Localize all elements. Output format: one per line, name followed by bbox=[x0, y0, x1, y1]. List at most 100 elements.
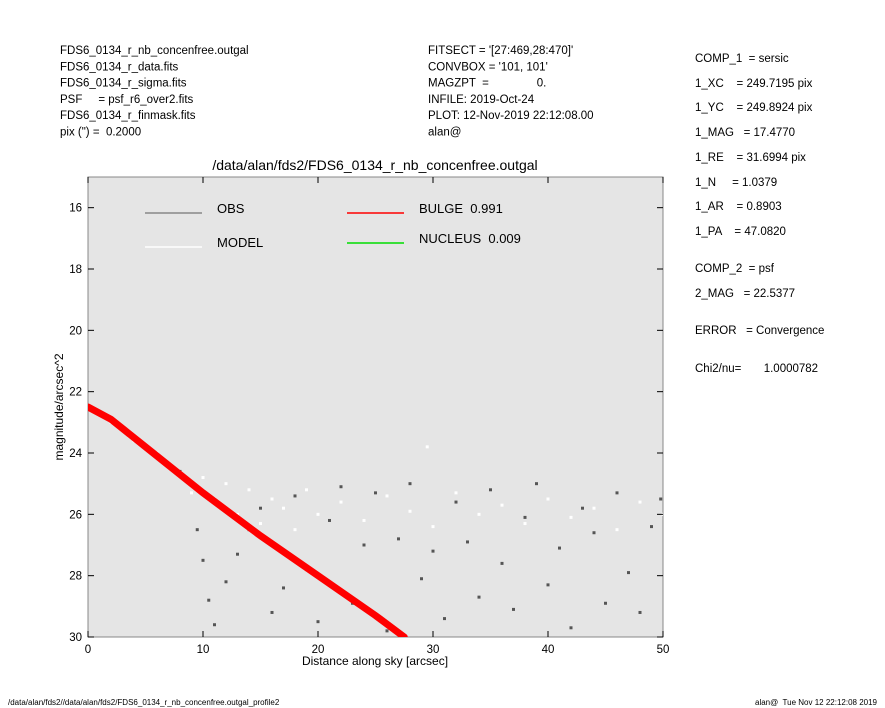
chart-title: /data/alan/fds2/FDS6_0134_r_nb_concenfre… bbox=[212, 157, 537, 173]
fit-parameter: 1_MAG = 17.4770 bbox=[695, 127, 795, 139]
data-point bbox=[224, 482, 228, 486]
data-point bbox=[420, 577, 423, 581]
data-point bbox=[443, 617, 446, 621]
footer-text: /data/alan/fds2//data/alan/fds2/FDS6_013… bbox=[8, 698, 280, 707]
data-point bbox=[362, 518, 366, 522]
header-text: FDS6_0134_r_nb_concenfree.outgal bbox=[60, 45, 249, 57]
fit-parameter: Chi2/nu= 1.0000782 bbox=[695, 363, 818, 375]
data-point bbox=[316, 620, 320, 624]
x-axis-label: Distance along sky [arcsec] bbox=[302, 654, 448, 668]
data-point bbox=[224, 580, 228, 584]
data-point bbox=[581, 506, 584, 510]
data-point bbox=[293, 528, 297, 532]
model-band bbox=[88, 403, 408, 637]
data-point bbox=[454, 500, 458, 504]
data-point bbox=[374, 491, 377, 495]
data-point bbox=[190, 491, 193, 495]
data-point bbox=[247, 488, 251, 492]
data-point bbox=[362, 543, 366, 547]
header-text: alan@ bbox=[428, 127, 461, 139]
x-tick-label: 30 bbox=[427, 644, 440, 656]
data-point bbox=[195, 528, 199, 532]
fit-parameter: ERROR = Convergence bbox=[695, 325, 824, 337]
data-point bbox=[259, 506, 262, 510]
data-point bbox=[604, 601, 607, 605]
header-text: FDS6_0134_r_data.fits bbox=[60, 61, 179, 73]
x-tick-label: 40 bbox=[542, 644, 555, 656]
data-point bbox=[385, 494, 389, 498]
data-point bbox=[489, 488, 492, 492]
data-point bbox=[425, 445, 429, 449]
header-text: PSF = psf_r6_over2.fits bbox=[60, 94, 194, 106]
data-point bbox=[477, 512, 481, 516]
data-point bbox=[659, 497, 663, 501]
header-text: pix (") = 0.2000 bbox=[60, 127, 141, 139]
fit-parameter: 2_MAG = 22.5377 bbox=[695, 288, 795, 300]
data-point bbox=[638, 610, 642, 614]
data-point bbox=[201, 476, 205, 480]
data-point bbox=[569, 626, 573, 630]
y-tick-label: 22 bbox=[69, 387, 82, 399]
data-point bbox=[293, 494, 297, 498]
data-point bbox=[615, 491, 619, 495]
y-tick-label: 20 bbox=[69, 325, 82, 337]
fit-parameter: 1_YC = 249.8924 pix bbox=[695, 102, 813, 114]
fit-parameter: 1_PA = 47.0820 bbox=[695, 226, 786, 238]
data-point bbox=[431, 549, 435, 553]
y-tick-label: 16 bbox=[69, 203, 82, 215]
data-point bbox=[466, 540, 469, 544]
data-point bbox=[201, 558, 205, 562]
y-tick-label: 26 bbox=[69, 509, 82, 521]
fit-parameter: 1_XC = 249.7195 pix bbox=[695, 78, 813, 90]
data-point bbox=[500, 561, 504, 565]
data-point bbox=[213, 623, 216, 627]
data-point bbox=[236, 552, 239, 556]
data-point bbox=[270, 497, 274, 501]
x-tick-label: 0 bbox=[85, 644, 91, 656]
header-text: PLOT: 12-Nov-2019 22:12:08.00 bbox=[428, 110, 594, 122]
data-point bbox=[270, 610, 274, 614]
data-point bbox=[207, 598, 211, 602]
data-point bbox=[305, 488, 308, 492]
data-point bbox=[638, 500, 642, 504]
header-text: MAGZPT = 0. bbox=[428, 78, 546, 90]
data-point bbox=[650, 525, 653, 529]
data-point bbox=[408, 509, 412, 513]
data-point bbox=[431, 525, 435, 529]
data-point bbox=[316, 512, 320, 516]
footer-text: alan@ Tue Nov 12 22:12:08 2019 bbox=[755, 698, 878, 707]
fit-parameter: COMP_1 = sersic bbox=[695, 53, 789, 65]
data-point bbox=[339, 500, 343, 504]
data-point bbox=[477, 595, 481, 599]
x-tick-label: 10 bbox=[197, 644, 210, 656]
data-point bbox=[627, 571, 630, 575]
y-tick-label: 28 bbox=[69, 571, 82, 583]
y-tick-label: 30 bbox=[69, 632, 82, 644]
fit-parameter: 1_N = 1.0379 bbox=[695, 177, 777, 189]
data-point bbox=[408, 482, 412, 486]
data-point bbox=[500, 503, 504, 507]
x-tick-label: 20 bbox=[312, 644, 325, 656]
fit-parameter: COMP_2 = psf bbox=[695, 263, 775, 275]
legend-label: OBS bbox=[217, 201, 245, 216]
header-text: FDS6_0134_r_sigma.fits bbox=[60, 78, 187, 90]
fit-parameter: 1_RE = 31.6994 pix bbox=[695, 152, 806, 164]
legend-label: BULGE 0.991 bbox=[419, 201, 503, 216]
data-point bbox=[569, 515, 573, 519]
data-point bbox=[512, 607, 515, 611]
data-point bbox=[558, 546, 561, 550]
header-text: CONVBOX = '101, 101' bbox=[428, 61, 548, 73]
data-point bbox=[546, 583, 550, 587]
data-point bbox=[328, 518, 331, 522]
data-point bbox=[397, 537, 400, 541]
data-point bbox=[282, 506, 285, 510]
data-point bbox=[454, 491, 458, 495]
legend-label: NUCLEUS 0.009 bbox=[419, 231, 521, 246]
data-point bbox=[546, 497, 550, 501]
data-point bbox=[523, 515, 527, 519]
header-text: INFILE: 2019-Oct-24 bbox=[428, 94, 535, 106]
plot-area bbox=[87, 176, 664, 638]
data-point bbox=[339, 485, 343, 489]
x-tick-label: 50 bbox=[657, 644, 670, 656]
